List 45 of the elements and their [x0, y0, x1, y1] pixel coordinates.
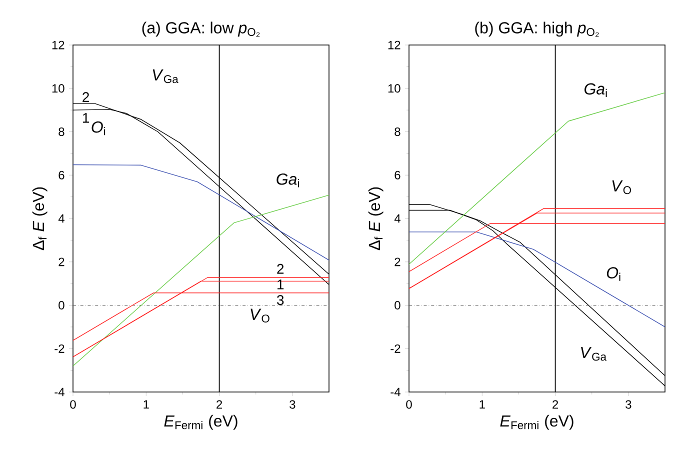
annotation: 1	[82, 113, 90, 123]
y-tick-label: -2	[390, 344, 400, 353]
y-tick-label: 2	[394, 258, 400, 266]
y-tick-label: 0	[394, 301, 400, 310]
y-tick-label: 12	[388, 40, 400, 50]
y-tick-label: 6	[394, 170, 400, 180]
y-tick-label: 2	[58, 258, 64, 266]
annotation: V$_{Ga}$	[152, 69, 178, 84]
annotation: Ga$_{i}$	[276, 173, 299, 188]
y-tick-label: 4	[58, 214, 64, 223]
x-tick-label: 1	[480, 400, 485, 408]
annotation: 2	[82, 92, 89, 102]
chart-title: (b) GGA: high p$_{O₂}$	[475, 22, 599, 37]
y-tick-label: -2	[54, 344, 64, 353]
y-tick-label: 0	[58, 301, 64, 310]
x-tick-label: 0	[70, 400, 76, 409]
annotation: 2	[277, 264, 284, 274]
x-tick-label: 1	[144, 400, 149, 408]
x-tick-label: 3	[626, 400, 632, 409]
y-tick-label: 12	[52, 40, 64, 50]
y-tick-label: 6	[58, 170, 64, 180]
y-axis-title: Δ$_{f}$ E (eV)	[368, 187, 384, 250]
chart-title: (a) GGA: low p$_{O₂}$	[142, 22, 260, 37]
annotation: O$_{i}$	[606, 267, 620, 281]
y-tick-label: 8	[394, 128, 400, 136]
y-tick-label: -4	[390, 388, 400, 396]
y-tick-label: 10	[388, 84, 400, 93]
y-tick-label: 10	[52, 84, 64, 93]
x-tick-label: 2	[216, 400, 222, 409]
y-tick-label: 4	[394, 214, 400, 223]
y-tick-label: -4	[54, 388, 64, 396]
annotation: V$_{O}$	[612, 180, 632, 194]
x-axis-title: E$_{Fermi}$ (eV)	[164, 414, 238, 430]
annotation: Ga$_{i}$	[584, 83, 607, 97]
annotation: 3	[277, 295, 284, 306]
x-tick-label: 0	[406, 400, 412, 409]
y-axis-title: Δ$_{f}$ E (eV)	[32, 187, 48, 250]
annotation: V$_{Ga}$	[581, 346, 607, 361]
y-tick-label: 8	[58, 128, 64, 136]
annotation: 1	[278, 280, 284, 290]
annotation: O$_{i}$	[92, 121, 106, 136]
annotation: V$_{O}$	[250, 308, 270, 323]
x-tick-label: 2	[552, 400, 558, 409]
x-axis-title: E$_{Fermi}$ (eV)	[500, 414, 574, 430]
x-tick-label: 3	[290, 400, 296, 409]
